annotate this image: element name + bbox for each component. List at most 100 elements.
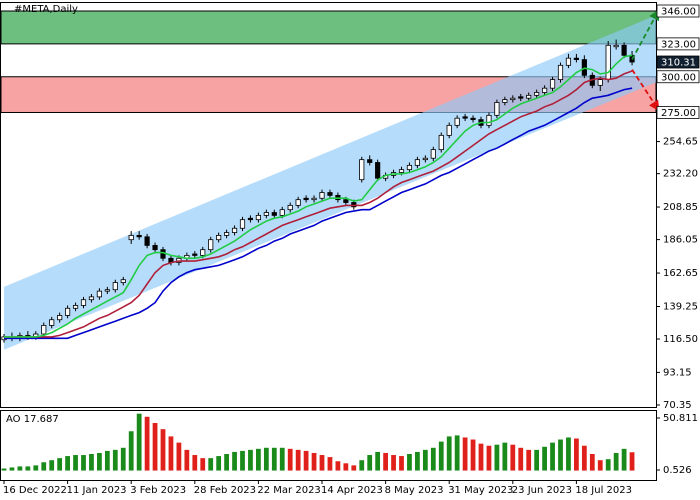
candle-body [192, 253, 198, 256]
ao-bar [367, 455, 373, 471]
candle-body [319, 192, 325, 199]
ao-bar [1, 468, 7, 471]
candle-body [438, 134, 444, 151]
ao-bar [160, 429, 166, 471]
ao-bar [9, 467, 15, 471]
ao-bar [49, 460, 55, 471]
candle-body [398, 169, 405, 173]
candle-body [231, 227, 238, 233]
candle-body [414, 159, 420, 166]
ao-bar [224, 454, 229, 471]
level-label: 310.31 [661, 58, 696, 69]
ao-bar [526, 449, 532, 471]
indicator-line [4, 70, 633, 338]
x-tick-label: 28 Feb 2023 [194, 485, 256, 496]
ao-bar [621, 448, 627, 471]
level-label-box [656, 37, 700, 51]
ao-bar [168, 436, 174, 471]
candle-body [462, 116, 468, 119]
main-panel-frame [0, 2, 657, 408]
candle-body [120, 279, 126, 283]
candle-body [128, 235, 134, 241]
ao-bar [343, 463, 349, 471]
level-label-box [656, 70, 700, 84]
chart-title: #META,Daily [14, 4, 78, 15]
candle-body [557, 64, 564, 81]
x-tick-label: 14 Apr 2023 [321, 485, 383, 496]
candle-body [136, 235, 142, 238]
candle-body [287, 204, 293, 211]
ao-bar [319, 455, 325, 471]
ao-bar [454, 435, 460, 471]
ao-bar [462, 437, 468, 471]
ao-bar [73, 455, 78, 471]
candle-body [367, 159, 373, 163]
candle-body [200, 249, 206, 256]
ao-bar [422, 449, 428, 471]
ao-bar [446, 436, 452, 471]
ao-tick-label: 0.526 [663, 465, 692, 476]
candle-body [104, 289, 110, 292]
ao-bar [438, 441, 444, 471]
ao-bar [33, 465, 39, 471]
ao-bar [399, 456, 404, 471]
level-label-box [656, 106, 700, 119]
ao-bar [136, 413, 142, 471]
candle-body [88, 296, 95, 301]
candle-body [311, 197, 317, 201]
ao-bar [597, 460, 603, 471]
ao-bar [574, 438, 579, 471]
ao-bar [486, 445, 492, 471]
x-tick-label: 3 Feb 2023 [130, 485, 186, 496]
ao-bar [216, 456, 222, 471]
ao-bar [375, 451, 381, 471]
x-tick-label: 11 Jan 2023 [67, 485, 127, 496]
candle-body [422, 157, 428, 161]
candle-body [271, 212, 277, 216]
candle-body [144, 236, 150, 246]
candle-body [41, 325, 47, 335]
y-tick-label: 162.65 [663, 268, 698, 279]
ao-bar [518, 447, 524, 471]
candle-body [597, 79, 603, 86]
candle-body [57, 315, 63, 321]
indicator-line [4, 87, 633, 340]
candle-body [208, 239, 214, 251]
ao-bar [65, 456, 70, 471]
ao-bar [359, 460, 365, 471]
x-tick-label: 8 May 2023 [385, 485, 444, 496]
candle-body [542, 87, 548, 93]
ao-bar [534, 449, 540, 471]
forecast-arrow [631, 9, 660, 61]
candle-body [518, 96, 524, 99]
candle-body [486, 114, 492, 126]
ao-bar [112, 449, 118, 471]
ao-bar [97, 452, 102, 471]
candle-body [239, 219, 246, 229]
candle-body [454, 117, 460, 126]
candle-body [621, 44, 627, 56]
ao-bar [89, 454, 94, 471]
candle-body [65, 307, 71, 316]
candle-body [263, 212, 269, 216]
y-tick-label: 116.50 [663, 334, 698, 345]
ao-bar [232, 451, 237, 471]
candle-body [446, 124, 452, 136]
candle-body [430, 149, 436, 159]
x-tick-label: 31 May 2023 [448, 485, 513, 496]
candle-body [406, 164, 413, 171]
x-tick-label: 18 Jul 2023 [575, 485, 632, 496]
candle-body [327, 192, 333, 196]
ao-bar [613, 452, 619, 471]
ao-bar [144, 416, 150, 471]
x-tick-label: 23 Jun 2023 [512, 485, 572, 496]
ao-bar [430, 447, 436, 471]
candle-body [534, 92, 540, 96]
y-tick-label: 208.85 [663, 202, 698, 213]
level-label: 300.00 [661, 72, 696, 83]
ao-bar [295, 449, 301, 471]
ao-bar [152, 422, 158, 471]
ao-bar [605, 459, 611, 471]
candle-body [605, 44, 611, 81]
